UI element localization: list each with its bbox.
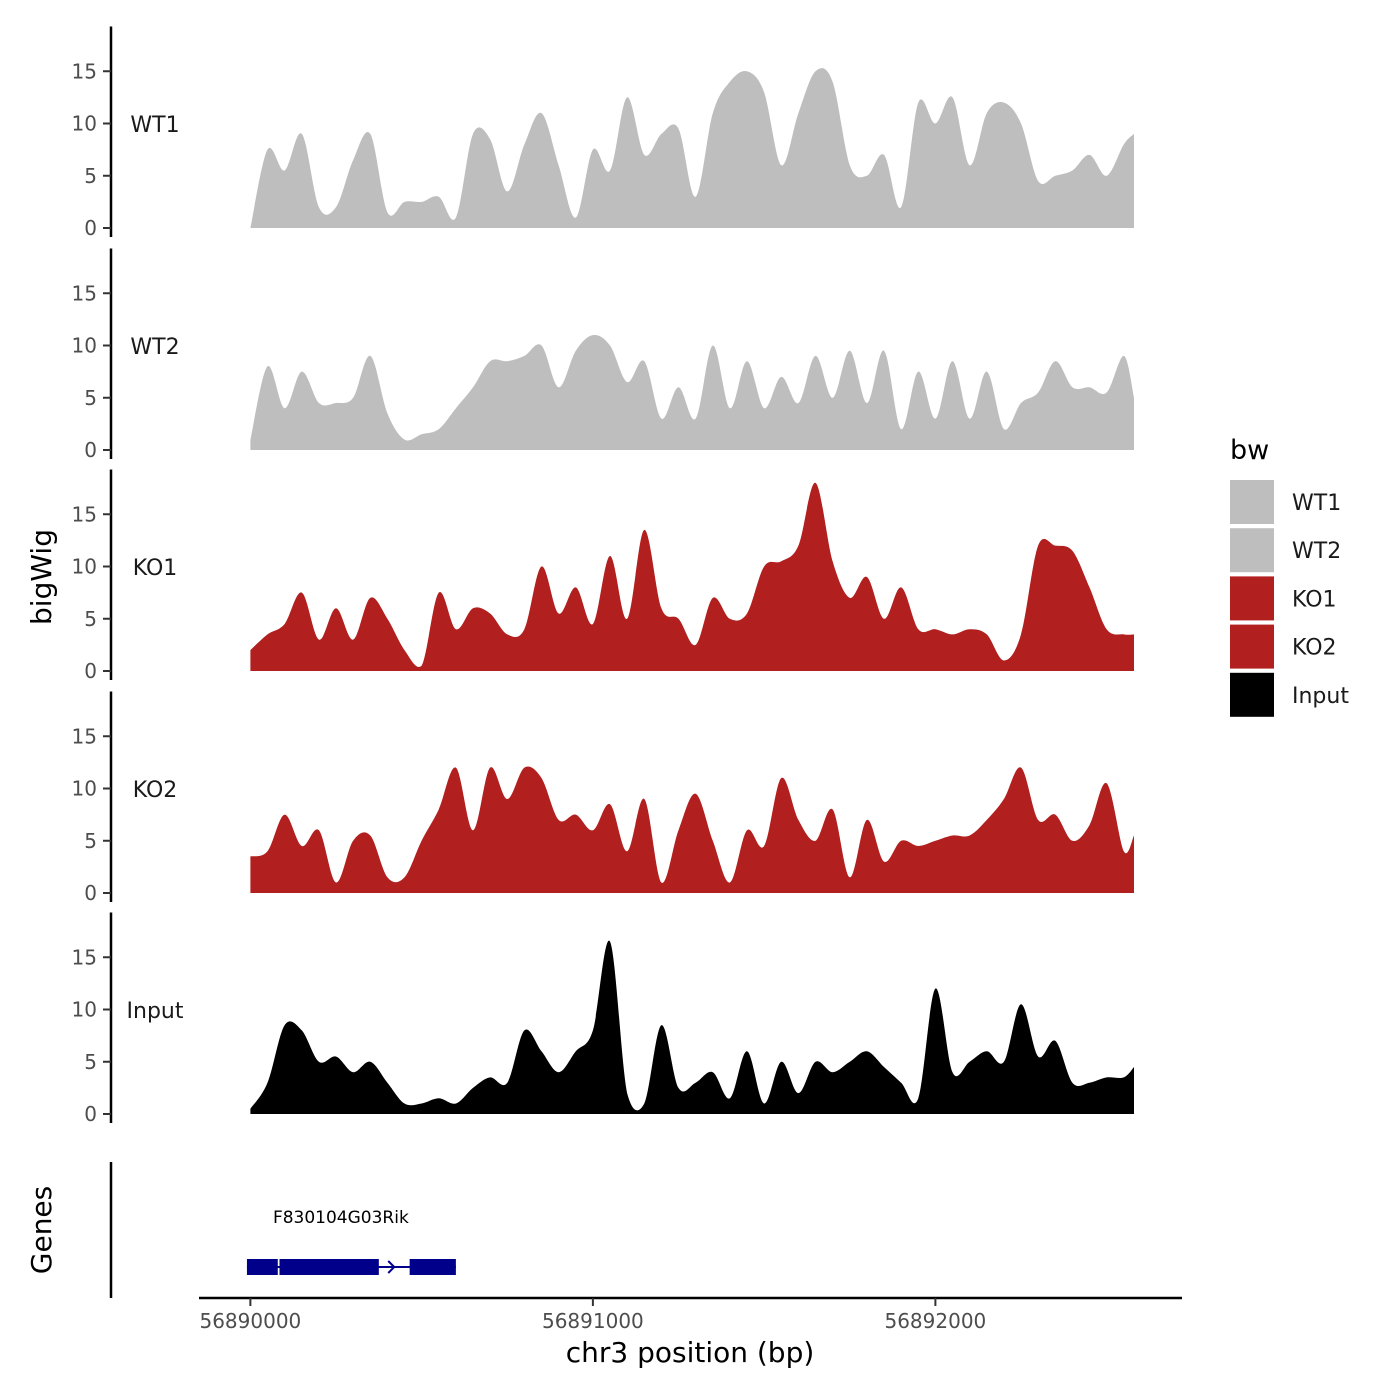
y-tick-label: 10 (72, 555, 97, 579)
gene-model: F830104G03Rik (246, 1208, 456, 1275)
y-tick-label: 15 (72, 59, 97, 83)
gene-exon (279, 1259, 379, 1275)
legend-item: Input (1230, 672, 1349, 717)
y-tick-label: 10 (72, 777, 97, 801)
track-label: KO2 (133, 778, 178, 803)
y-tick-label: 5 (84, 1050, 97, 1074)
legend-label: WT2 (1292, 539, 1341, 564)
gene-models: F830104G03Rik (246, 1208, 456, 1275)
x-tick-label: 56892000 (884, 1309, 986, 1333)
area-ko1 (250, 482, 1134, 671)
y-tick-label: 0 (84, 659, 97, 683)
area-wt1 (250, 68, 1134, 228)
track-wt1: 0 5 10 15 WT1 (72, 26, 1134, 240)
y-tick-label: 15 (72, 724, 97, 748)
legend-swatch (1230, 624, 1274, 669)
y-tick-label: 10 (72, 112, 97, 136)
legend-label: Input (1292, 684, 1349, 709)
legend-title: bw (1230, 435, 1269, 466)
y-tick-label: 15 (72, 281, 97, 305)
track-ko1: 0 5 10 15 KO1 (72, 469, 1134, 683)
gene-exon (246, 1259, 278, 1275)
track-panels: 0 5 10 15 WT1 0 5 10 15 WT2 0 5 10 15 KO1 0 5 10 15 KO2 0 5 10… (72, 26, 1134, 1126)
legend-swatch (1230, 480, 1274, 524)
legend-label: KO2 (1292, 636, 1337, 661)
legend-swatch (1230, 672, 1274, 717)
x-axis-ticks: 56890000 56891000 56892000 (199, 1298, 986, 1333)
area-ko2 (250, 766, 1134, 893)
y-tick-label: 10 (72, 998, 97, 1022)
track-label: WT2 (130, 335, 179, 360)
x-axis-title: chr3 position (bp) (566, 1336, 815, 1369)
area-wt2 (250, 334, 1134, 450)
y-tick-label: 0 (84, 881, 97, 905)
track-label: Input (127, 999, 184, 1024)
y-tick-label: 5 (84, 829, 97, 853)
legend-item: WT1 (1230, 480, 1341, 524)
y-tick-label: 15 (72, 502, 97, 526)
legend-swatch (1230, 528, 1274, 573)
track-ko2: 0 5 10 15 KO2 (72, 691, 1134, 905)
y-tick-label: 0 (84, 438, 97, 462)
legend-item: WT2 (1230, 528, 1341, 573)
y-tick-label: 5 (84, 607, 97, 631)
legend-label: KO1 (1292, 587, 1337, 612)
y-tick-label: 10 (72, 334, 97, 358)
x-tick-label: 56890000 (199, 1309, 301, 1333)
track-wt2: 0 5 10 15 WT2 (72, 248, 1134, 462)
legend-item: KO2 (1230, 624, 1337, 669)
legend-items: WT1 WT2 KO1 KO2 Input (1230, 480, 1349, 717)
genes-panel-label: Genes (25, 1186, 58, 1274)
track-label: KO1 (133, 556, 178, 581)
legend-swatch (1230, 576, 1274, 621)
strand-arrow (387, 1260, 396, 1274)
y-tick-label: 5 (84, 386, 97, 410)
gene-name-label: F830104G03Rik (273, 1208, 409, 1228)
legend: bw WT1 WT2 KO1 KO2 Input (1230, 435, 1349, 717)
y-tick-label: 5 (84, 164, 97, 188)
x-tick-label: 56891000 (542, 1309, 644, 1333)
gene-exon (409, 1259, 456, 1275)
y-tick-label: 0 (84, 216, 97, 240)
y-axis-title: bigWig (25, 529, 58, 625)
y-tick-label: 0 (84, 1102, 97, 1126)
y-tick-label: 15 (72, 945, 97, 969)
area-input (250, 940, 1134, 1114)
legend-item: KO1 (1230, 576, 1337, 621)
legend-label: WT1 (1292, 491, 1341, 516)
track-label: WT1 (130, 113, 179, 138)
x-axis: 56890000 56891000 56892000 chr3 position (… (199, 1296, 1182, 1369)
genes-panel: Genes F830104G03Rik (25, 1162, 456, 1298)
track-input: 0 5 10 15 Input (72, 912, 1134, 1126)
